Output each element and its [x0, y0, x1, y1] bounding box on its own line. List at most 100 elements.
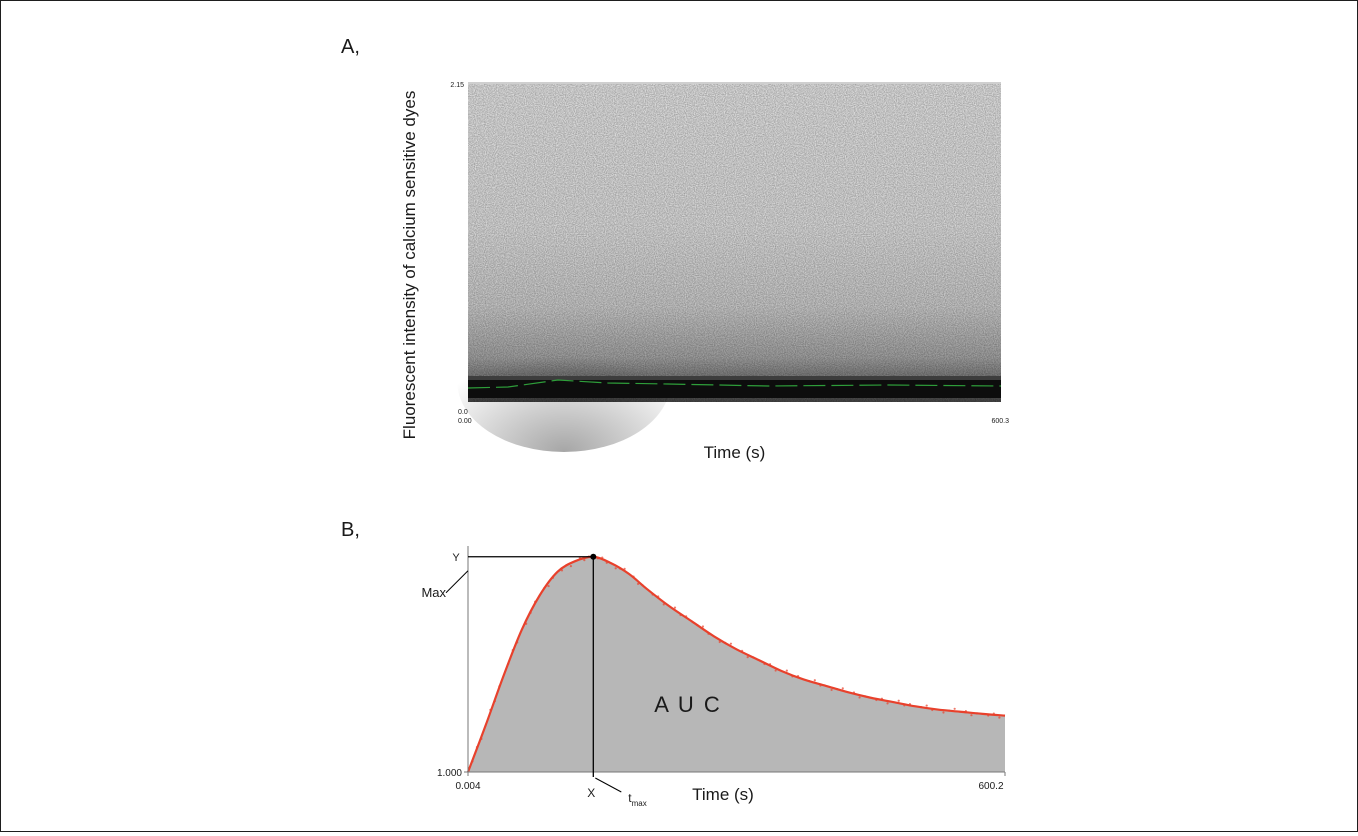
- scatter-point: [547, 584, 550, 588]
- scatter-point: [701, 625, 705, 628]
- scatter-point: [752, 656, 755, 659]
- scatter-point: [489, 708, 492, 711]
- scatter-point: [511, 649, 514, 652]
- scatter-point: [565, 564, 568, 567]
- scatter-point: [819, 684, 822, 687]
- scatter-point: [605, 561, 608, 564]
- scatter-point: [632, 575, 635, 578]
- scatter-point: [791, 675, 794, 678]
- scatter-point: [908, 702, 912, 706]
- response-curve: [466, 555, 1006, 773]
- panel-a-label: A,: [341, 36, 360, 58]
- scatter-point: [875, 698, 878, 702]
- heatmap-baseline-trace: [467, 379, 1002, 389]
- scatter-point: [641, 584, 644, 587]
- scatter-point: [679, 613, 682, 617]
- scatter-point: [569, 565, 573, 568]
- heatmap-baseline-band: [468, 380, 1001, 398]
- scatter-point: [953, 707, 956, 710]
- scatter-point: [507, 662, 510, 665]
- scatter-point: [525, 622, 528, 625]
- scatter-point: [498, 685, 501, 688]
- x-tick-label-start: 0.00: [458, 418, 472, 425]
- scatter-point: [774, 669, 777, 672]
- scatter-point: [651, 593, 654, 596]
- tmax-label: tmax: [628, 791, 646, 808]
- heatmap-baseline-band-edge: [468, 376, 1001, 380]
- scatter-point: [880, 697, 884, 700]
- scatter-point: [768, 663, 772, 666]
- scatter-point: [529, 611, 532, 614]
- scatter-point: [903, 704, 906, 707]
- scatter-point: [601, 556, 604, 559]
- scatter-point: [864, 695, 867, 698]
- curve-scatter-points: [471, 555, 1001, 763]
- max-pointer-line: [445, 570, 469, 594]
- peak-marker: [590, 553, 597, 560]
- y-tick-label-min: 1.000: [437, 768, 462, 779]
- auc-area: [468, 556, 1005, 772]
- scatter-point: [614, 567, 617, 570]
- x-tick-label-end: 600.2: [978, 781, 1003, 792]
- scatter-point: [718, 640, 721, 644]
- scatter-point: [925, 704, 928, 707]
- scatter-point: [542, 587, 546, 590]
- scatter-point: [583, 559, 586, 562]
- tmax-pointer-line: [595, 777, 622, 793]
- x-axis-label: Time (s): [704, 443, 766, 462]
- scatter-point: [560, 569, 564, 572]
- scatter-point: [998, 716, 1001, 719]
- scatter-point: [534, 600, 537, 603]
- x-axis-label: Time (s): [692, 785, 754, 804]
- scatter-point: [841, 687, 844, 690]
- scatter-point: [964, 709, 967, 713]
- scatter-point: [897, 699, 900, 702]
- scatter-point: [785, 669, 788, 672]
- scatter-point: [696, 624, 699, 627]
- scatter-point: [830, 688, 833, 692]
- scatter-point: [475, 746, 479, 749]
- tmax-label-subscript: max: [632, 799, 647, 808]
- scatter-point: [796, 674, 800, 678]
- scatter-point: [516, 641, 519, 644]
- heatmap-top-edge: [468, 82, 1001, 84]
- panel-a-heatmap: Fluorescent intensity of calcium sensiti…: [400, 82, 1009, 462]
- scatter-point: [673, 606, 677, 609]
- panel-b-label: B,: [341, 519, 360, 541]
- heatmap-grain: [468, 84, 1001, 402]
- scatter-point: [551, 576, 555, 579]
- scatter-point: [662, 603, 665, 606]
- max-label: Max: [421, 585, 446, 600]
- auc-label: A U C: [654, 692, 721, 717]
- scatter-point: [919, 706, 923, 709]
- scatter-point: [858, 696, 861, 699]
- scatter-point: [852, 691, 856, 694]
- y-tick-label-top: 2.15: [450, 82, 464, 89]
- x-max-marker: X: [587, 786, 595, 800]
- scatter-point: [480, 737, 483, 740]
- scatter-point: [970, 714, 973, 717]
- scatter-point: [975, 712, 979, 715]
- y-max-marker: Y: [452, 552, 460, 564]
- scatter-point: [992, 712, 995, 715]
- scatter-point: [808, 679, 811, 683]
- panel-b-area-chart: 1.000 0.004 600.2 Y Max X tmax A U C Time (s): [421, 546, 1006, 808]
- scatter-point: [657, 595, 660, 598]
- scatter-point: [931, 708, 934, 712]
- scatter-point: [596, 557, 599, 560]
- x-tick-label-start: 0.004: [455, 781, 480, 792]
- scatter-point: [746, 655, 749, 659]
- scatter-point: [886, 702, 889, 705]
- scatter-point: [724, 641, 727, 644]
- scatter-point: [729, 642, 733, 645]
- scatter-point: [636, 582, 640, 586]
- scatter-point: [763, 662, 766, 666]
- scatter-point: [493, 699, 496, 703]
- y-axis-label: Fluorescent intensity of calcium sensiti…: [400, 91, 419, 440]
- scatter-point: [623, 567, 626, 570]
- y-tick-label-bottom: 0.0: [458, 409, 468, 416]
- scatter-point: [987, 714, 990, 717]
- scatter-point: [619, 567, 622, 570]
